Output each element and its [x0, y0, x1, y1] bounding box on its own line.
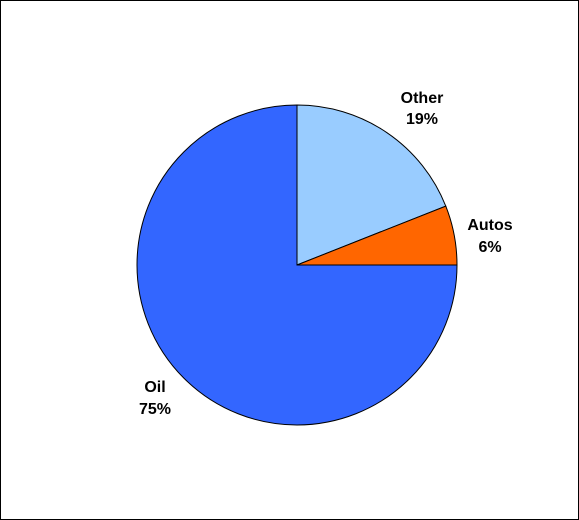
- slice-labels: Other 19% Autos 6% Oil 75%: [139, 90, 513, 418]
- slice-label-autos-percent: 6%: [478, 239, 501, 256]
- slice-label-other-percent: 19%: [406, 111, 438, 128]
- slice-label-oil-percent: 75%: [139, 401, 171, 418]
- pie-slice-other: [296, 104, 447, 266]
- pie-slice-oil: [136, 104, 458, 426]
- pie-slices: [136, 104, 458, 426]
- slice-label-other-name: Other: [401, 90, 444, 107]
- slice-label-oil-name: Oil: [144, 379, 165, 396]
- slice-label-autos-name: Autos: [467, 217, 512, 234]
